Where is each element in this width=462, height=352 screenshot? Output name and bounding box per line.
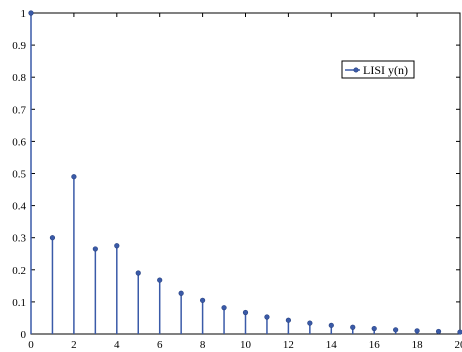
y-tick-label: 0 xyxy=(21,329,27,341)
stem-marker xyxy=(71,174,77,180)
stem-marker xyxy=(264,314,270,320)
y-tick-label: 0.5 xyxy=(12,169,26,181)
x-tick-label: 20 xyxy=(455,339,462,351)
stem-marker xyxy=(350,324,356,330)
x-tick-label: 12 xyxy=(283,339,294,351)
y-tick-label: 0.7 xyxy=(12,104,26,116)
y-tick-label: 0.6 xyxy=(12,136,26,148)
stem-marker xyxy=(393,327,399,333)
stem-marker xyxy=(457,329,462,335)
x-tick-label: 16 xyxy=(369,339,381,351)
legend-box xyxy=(341,60,415,79)
x-tick-label: 6 xyxy=(157,339,163,351)
legend-marker-icon xyxy=(353,67,359,73)
y-tick-label: 0.1 xyxy=(12,297,26,309)
stem-series xyxy=(28,10,462,335)
legend: LISI y(n) xyxy=(341,60,415,79)
stem-marker xyxy=(371,325,377,332)
stem-marker xyxy=(285,317,292,323)
y-tick-label: 0.8 xyxy=(12,72,26,84)
x-tick-label: 14 xyxy=(326,339,338,351)
stem-marker xyxy=(328,322,334,328)
stem-marker xyxy=(414,328,420,334)
stem-marker xyxy=(92,246,98,252)
x-axis: 0 2 4 6 8 10 12 14 16 18 20 xyxy=(28,13,462,351)
y-tick-label: 0.4 xyxy=(12,201,26,213)
stem-marker xyxy=(221,305,227,311)
stem-marker xyxy=(135,270,141,276)
y-tick-label: 0.3 xyxy=(12,233,26,245)
x-tick-label: 8 xyxy=(200,339,206,351)
x-tick-label: 4 xyxy=(114,339,120,351)
stem-marker xyxy=(435,328,442,335)
stem-marker xyxy=(307,320,313,326)
stem-marker xyxy=(200,297,206,303)
stem-marker xyxy=(242,309,249,316)
y-tick-label: 1 xyxy=(21,8,27,20)
stem-marker xyxy=(49,235,56,241)
stem-marker xyxy=(178,290,184,296)
y-axis: 0 0.1 0.2 0.3 0.4 0.5 0.6 0.7 0.8 0.9 1 xyxy=(12,8,460,341)
stem-marker xyxy=(114,243,120,249)
x-tick-label: 0 xyxy=(28,339,34,351)
x-tick-label: 2 xyxy=(71,339,77,351)
stem-marker xyxy=(28,10,34,16)
x-tick-label: 18 xyxy=(412,339,424,351)
y-tick-label: 0.9 xyxy=(12,40,26,52)
stem-marker xyxy=(157,277,163,283)
legend-label: LISI y(n) xyxy=(363,63,408,77)
y-tick-label: 0.2 xyxy=(12,265,26,277)
x-tick-label: 10 xyxy=(240,339,252,351)
